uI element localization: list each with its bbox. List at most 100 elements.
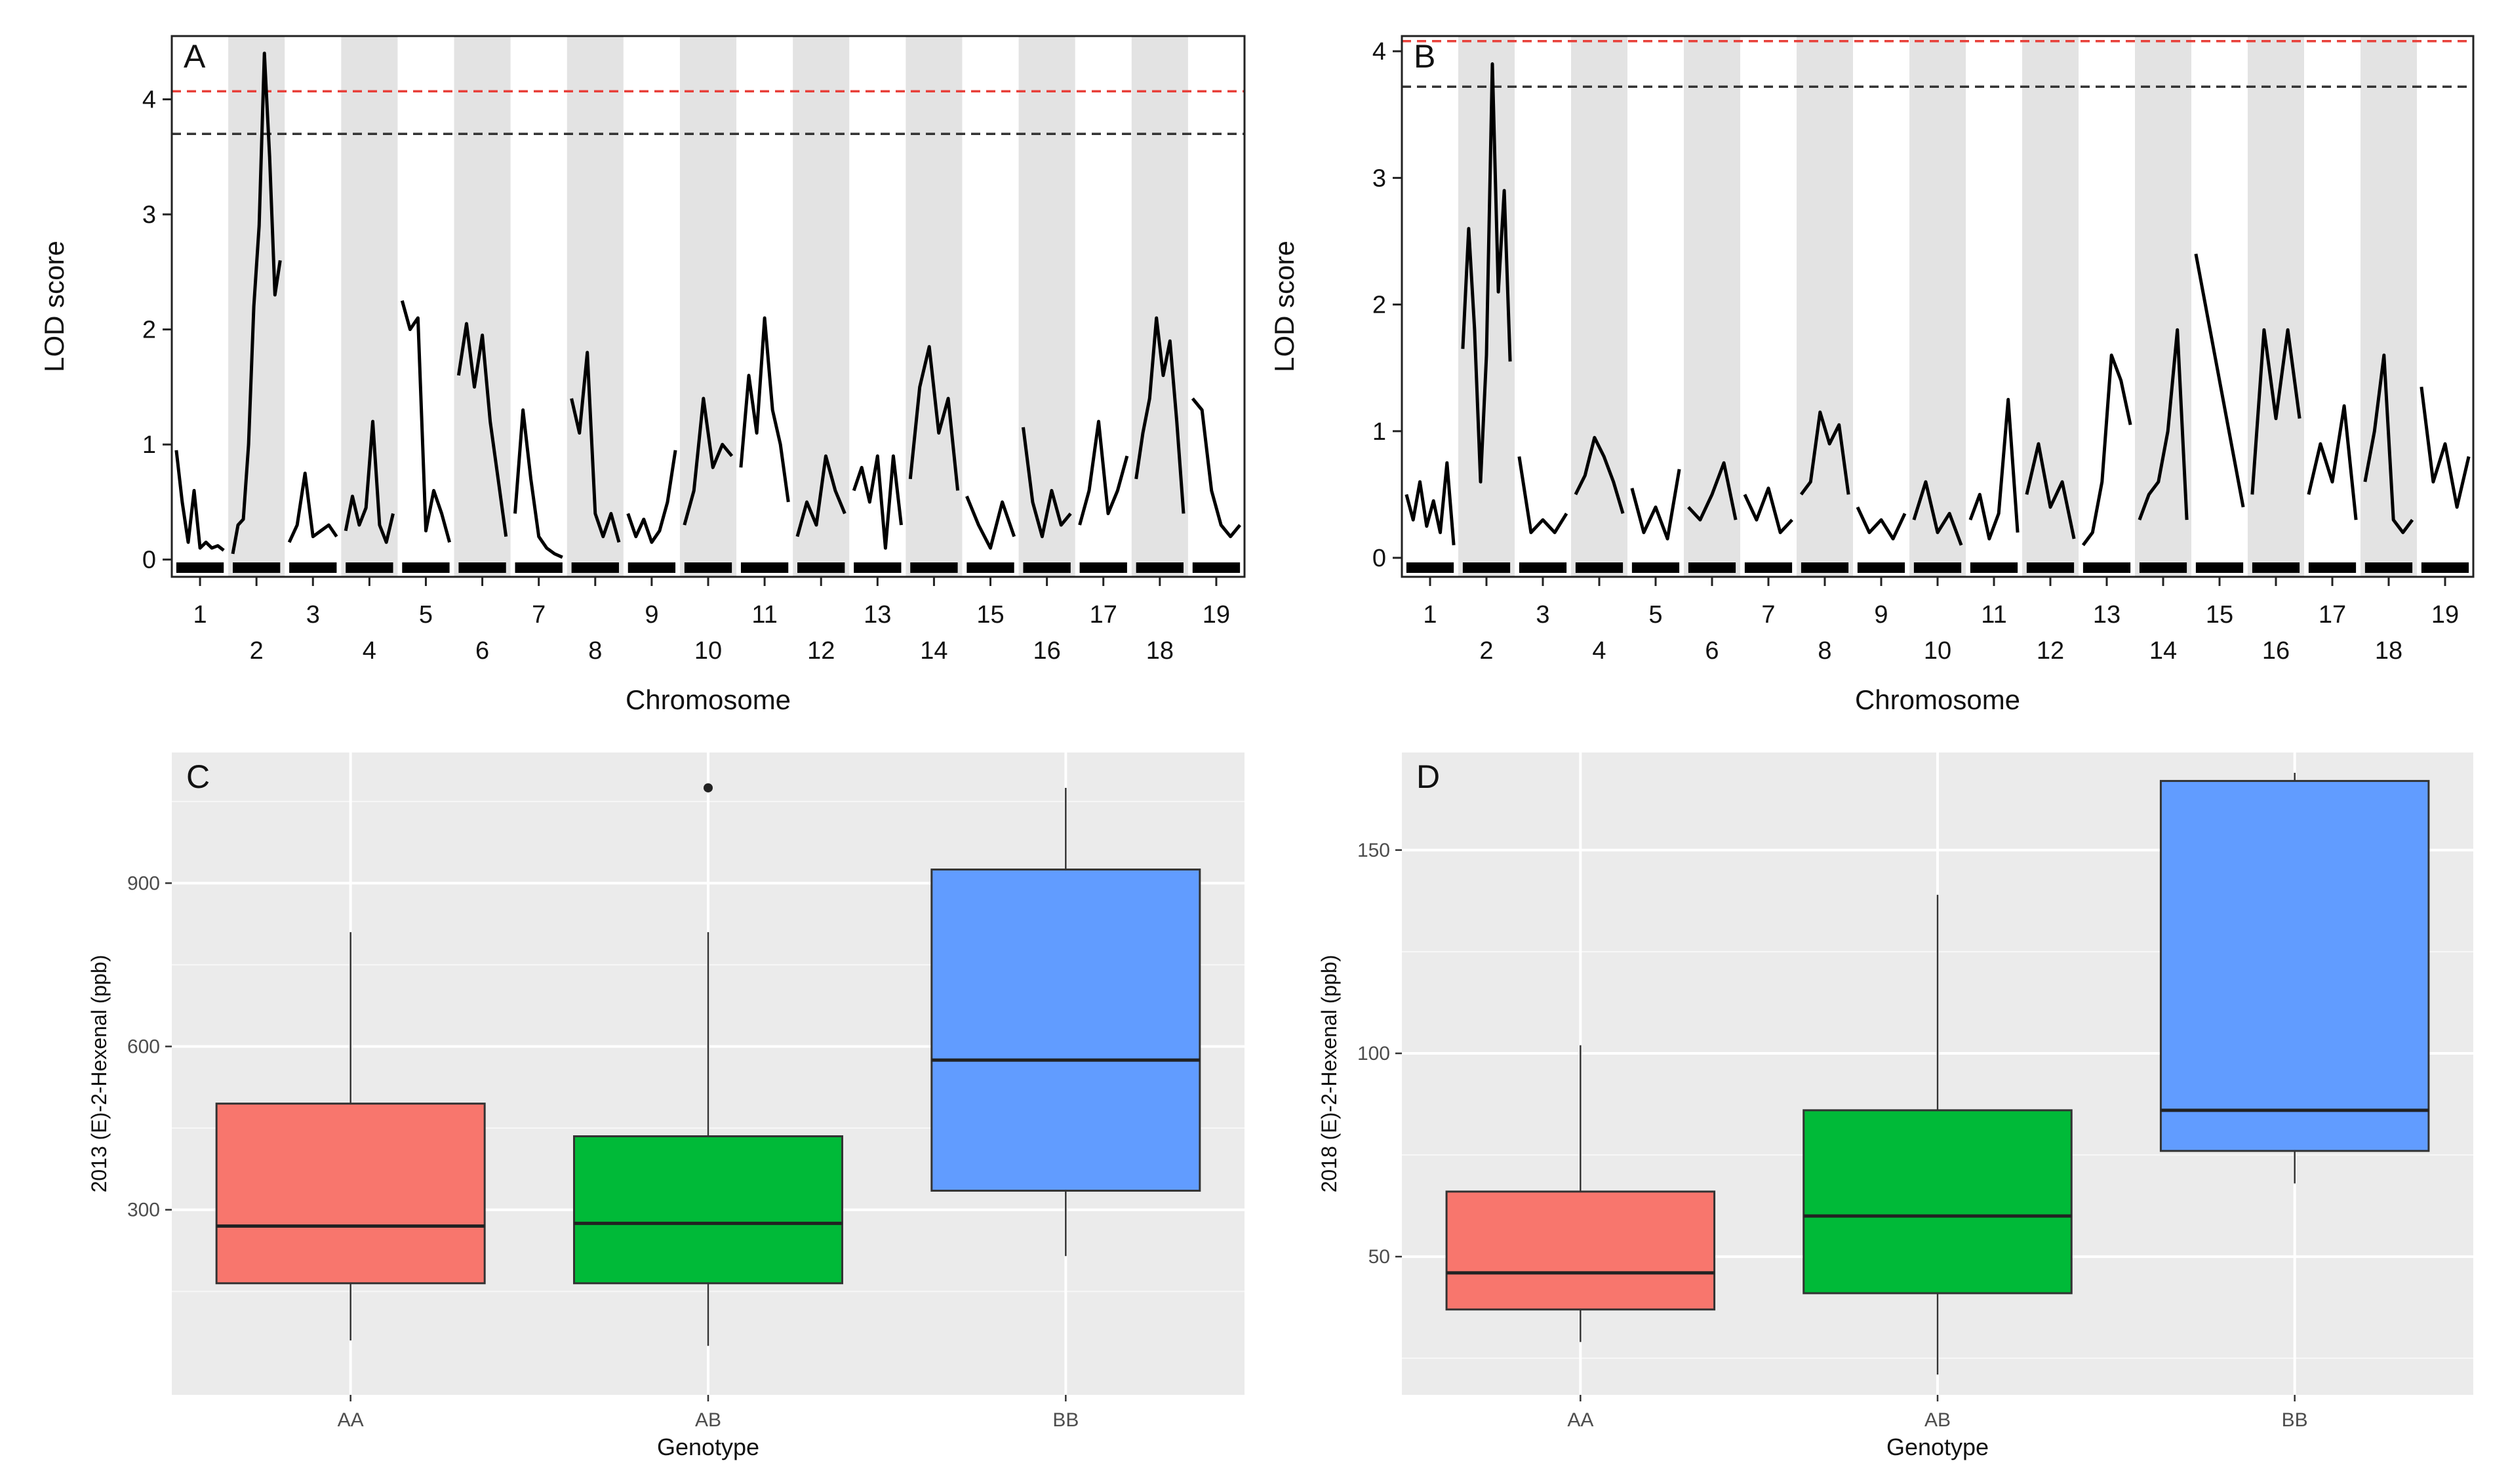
chromosome-label: 8: [588, 637, 602, 665]
lod-profile-line: [1743, 486, 1793, 534]
marker-rug: [1801, 562, 1849, 573]
lod-profile-line: [795, 454, 847, 537]
chromosome-label: 18: [1146, 637, 1174, 665]
marker-rug: [176, 562, 224, 573]
y-tick-label: 0: [1372, 545, 1386, 572]
lod-profile-line: [1630, 469, 1681, 541]
x-axis-title: Genotype: [1886, 1434, 1989, 1460]
y-tick-label: 3: [142, 201, 156, 229]
lod-profile-line: [626, 450, 677, 544]
marker-rug: [1575, 562, 1624, 573]
lod-profile-line: [1461, 62, 1512, 484]
lod-profile-line: [513, 408, 563, 559]
lod-profile-line: [1856, 506, 1907, 541]
marker-rug: [1970, 562, 2018, 573]
marker-rug: [1688, 562, 1736, 573]
x-tick-label: BB: [1052, 1409, 1079, 1431]
y-tick-label: 100: [1357, 1043, 1390, 1064]
chromosome-label: 5: [1648, 601, 1662, 629]
chromosome-label: 3: [306, 601, 320, 629]
y-tick-label: 50: [1368, 1246, 1390, 1268]
chromosome-label: 4: [1592, 637, 1606, 665]
chromosome-label: 15: [976, 601, 1004, 629]
chromosome-label: 16: [2262, 637, 2290, 665]
chromosome-label: 13: [864, 601, 891, 629]
marker-rug: [346, 562, 393, 573]
y-tick-label: 2: [142, 317, 156, 344]
y-tick-label: 2: [1372, 292, 1386, 319]
marker-rug: [910, 562, 958, 573]
chromosome-band: [2361, 36, 2417, 577]
marker-rug: [1744, 562, 1793, 573]
x-tick-label: BB: [2282, 1409, 2308, 1431]
marker-rug: [1136, 562, 1184, 573]
lod-profile-line: [1078, 420, 1129, 526]
marker-rug: [232, 562, 281, 573]
x-axis-title: Genotype: [657, 1434, 759, 1460]
chromosome-band: [1131, 36, 1188, 577]
lod-profile-line: [1134, 316, 1185, 514]
chromosome-label: 12: [807, 637, 835, 665]
marker-rug: [402, 562, 450, 573]
chromosome-label: 11: [751, 601, 777, 629]
lod-profile-line: [1404, 461, 1456, 545]
box-bb: [2159, 779, 2430, 1152]
panel-a-lod-plot: 0123412345678910111213141516171819Chromo…: [39, 35, 1246, 715]
marker-rug: [1857, 562, 1905, 573]
chromosome-band: [2248, 36, 2304, 577]
marker-rug: [1631, 562, 1680, 573]
lod-profile-line: [2420, 386, 2471, 509]
chromosome-label: 5: [419, 601, 433, 629]
outlier-point: [704, 783, 713, 792]
marker-rug: [1406, 562, 1454, 573]
chromosome-band: [341, 36, 398, 577]
marker-rug: [1519, 562, 1567, 573]
y-tick-label: 900: [127, 872, 160, 894]
chromosome-band: [679, 36, 737, 577]
marker-rug: [289, 562, 337, 573]
panel-b-lod-plot: 0123412345678910111213141516171819Chromo…: [1269, 35, 2475, 715]
lod-profile-line: [1968, 398, 2020, 541]
box-ab: [1803, 1109, 2073, 1295]
box-bb: [930, 869, 1201, 1192]
lod-profile-line: [2194, 253, 2245, 508]
lod-profile-line: [2250, 328, 2301, 495]
y-tick-label: 1: [142, 431, 156, 459]
y-axis-title: LOD score: [1269, 241, 1300, 372]
lod-profile-line: [2081, 353, 2132, 547]
chromosome-band: [1684, 36, 1740, 577]
chromosome-band: [1909, 36, 1966, 577]
marker-rug: [458, 562, 506, 573]
lod-profile-line: [570, 351, 621, 543]
y-tick-label: 300: [127, 1200, 160, 1221]
chromosome-label: 6: [475, 637, 489, 665]
marker-rug: [797, 562, 845, 573]
chromosome-label: 6: [1705, 637, 1719, 665]
chromosome-label: 1: [193, 601, 207, 629]
lod-profile-line: [739, 316, 790, 503]
y-tick-label: 600: [127, 1036, 160, 1057]
panel-letter: B: [1414, 38, 1435, 75]
y-axis-title: 2018 (E)-2-Hexenal (ppb): [1317, 955, 1341, 1193]
x-tick-label: AA: [338, 1409, 364, 1431]
chromosome-label: 17: [1090, 601, 1117, 629]
x-tick-label: AA: [1567, 1409, 1593, 1431]
lod-profile-line: [400, 300, 452, 543]
panel-letter: D: [1416, 758, 1440, 795]
chromosome-label: 14: [920, 637, 947, 665]
y-tick-label: 3: [1372, 165, 1386, 192]
lod-profile-line: [287, 471, 338, 543]
box-ab: [573, 1135, 843, 1285]
chromosome-band: [228, 36, 285, 577]
marker-rug: [854, 562, 902, 573]
marker-rug: [515, 562, 563, 573]
panel-letter: C: [186, 758, 210, 795]
x-tick-label: AB: [1924, 1409, 1951, 1431]
chromosome-label: 18: [2375, 637, 2402, 665]
chromosome-label: 13: [2093, 601, 2121, 629]
box-aa: [1445, 1190, 1716, 1311]
lod-profile-line: [852, 454, 903, 550]
chromosome-label: 2: [250, 637, 264, 665]
lod-profile-line: [1022, 427, 1072, 539]
lod-profile-line: [2138, 328, 2189, 520]
